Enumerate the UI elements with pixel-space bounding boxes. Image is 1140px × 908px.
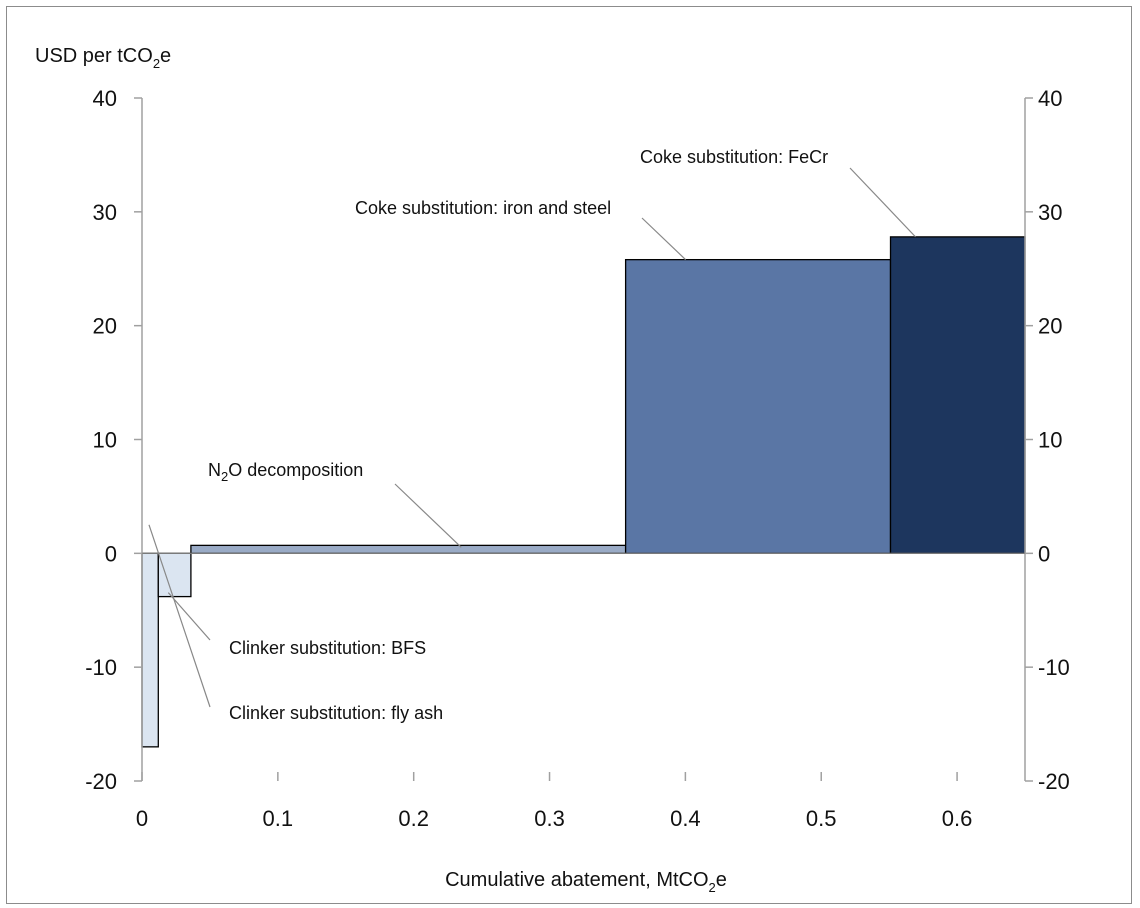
y-tick-label-right-1: 30 xyxy=(1038,200,1062,225)
y-tick-label-right-5: -10 xyxy=(1038,655,1070,680)
y-tick-label-left-0: 40 xyxy=(93,86,117,111)
annotations-layer: Coke substitution: FeCr Coke substitution… xyxy=(148,147,916,723)
x-tick-label-3: 0.3 xyxy=(534,806,565,831)
y-tick-label-left-6: -20 xyxy=(85,769,117,794)
bars-layer xyxy=(141,236,1026,748)
y-tick-label-left-1: 30 xyxy=(93,200,117,225)
annotation-label-3: Clinker substitution: BFS xyxy=(229,638,426,658)
x-axis-title: Cumulative abatement, MtCO2e xyxy=(445,869,727,895)
y-tick-label-right-2: 20 xyxy=(1038,314,1062,339)
y-tick-label-right-0: 40 xyxy=(1038,86,1062,111)
bar-2 xyxy=(190,544,627,554)
annotation-leader-1 xyxy=(641,217,687,261)
annotation-label-1: Coke substitution: iron and steel xyxy=(355,198,611,218)
y-tick-label-left-3: 10 xyxy=(93,428,117,453)
bar-4 xyxy=(889,236,1026,554)
bar-1 xyxy=(157,552,192,598)
annotation-label-4: Clinker substitution: fly ash xyxy=(229,703,443,723)
annotation-label-0: Coke substitution: FeCr xyxy=(640,147,828,167)
annotation-leader-0 xyxy=(849,167,916,238)
x-tick-label-4: 0.4 xyxy=(670,806,701,831)
y-tick-label-left-4: 0 xyxy=(105,541,117,566)
y-axis-title: USD per tCO2e xyxy=(35,45,171,71)
chart-frame xyxy=(6,6,1132,904)
y-tick-label-right-3: 10 xyxy=(1038,428,1062,453)
annotation-leader-4 xyxy=(148,524,211,708)
y-tick-label-left-5: -10 xyxy=(85,655,117,680)
y-tick-label-right-4: 0 xyxy=(1038,541,1050,566)
y-tick-label-right-6: -20 xyxy=(1038,769,1070,794)
axes-layer: 40 40 30 30 20 20 10 10 0 0 -10 -10 -20 -20 0 0.1 0.2 0.3… xyxy=(85,86,1070,831)
x-tick-label-0: 0 xyxy=(136,806,148,831)
bar-0 xyxy=(141,552,159,748)
annotation-leader-2 xyxy=(394,483,462,548)
x-tick-label-2: 0.2 xyxy=(398,806,429,831)
x-tick-label-5: 0.5 xyxy=(806,806,837,831)
x-tick-label-1: 0.1 xyxy=(263,806,294,831)
x-tick-label-6: 0.6 xyxy=(942,806,973,831)
annotation-label-2: N2O decomposition xyxy=(208,460,363,484)
annotation-leader-3 xyxy=(167,592,211,641)
y-tick-label-left-2: 20 xyxy=(93,314,117,339)
bar-3 xyxy=(624,258,892,554)
